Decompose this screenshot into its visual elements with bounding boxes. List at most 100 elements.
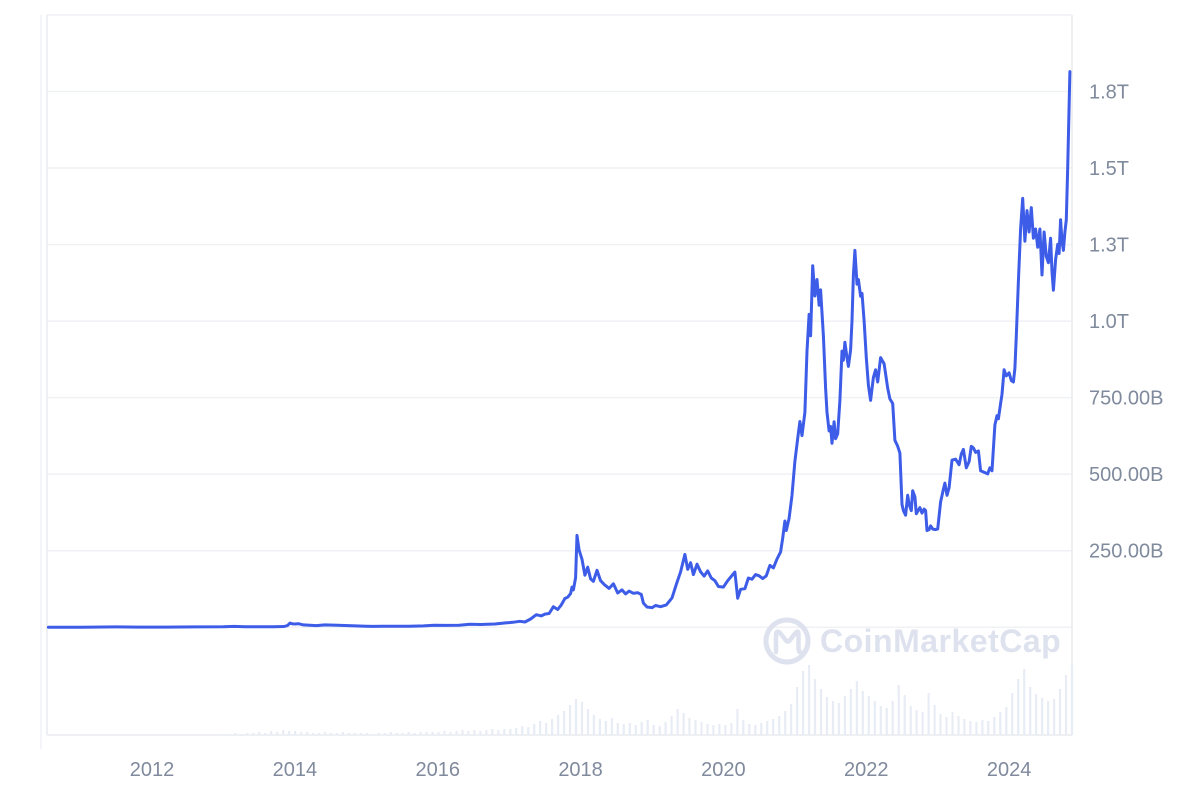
y-axis-labels: 250.00B 500.00B 750.00B 1.0T 1.3T 1.5T 1.8T: [1089, 82, 1164, 563]
volume-bar: [551, 719, 554, 735]
volume-bar: [527, 727, 530, 735]
y-tick-1.5T: 1.5T: [1089, 158, 1129, 180]
volume-bar: [873, 701, 876, 735]
volume-bar: [891, 701, 894, 735]
volume-bar: [252, 733, 255, 735]
volume-bar: [449, 732, 452, 735]
volume-bar: [646, 720, 649, 735]
volume-bar: [365, 733, 368, 735]
plot-area[interactable]: [47, 15, 1072, 735]
volume-bar: [861, 691, 864, 735]
volume-bar: [377, 733, 380, 735]
volume-bar: [819, 689, 823, 735]
volume-bar: [1023, 669, 1026, 735]
volume-bar: [790, 704, 793, 735]
volume-bar: [455, 731, 458, 735]
volume-bar: [557, 715, 560, 735]
volume-bar: [682, 713, 685, 735]
volume-bar: [533, 724, 536, 735]
volume-bar: [993, 717, 996, 735]
volume-bar: [664, 722, 667, 735]
volume-bar: [724, 725, 727, 735]
volume-bar: [1005, 707, 1008, 735]
volume-bar: [371, 734, 374, 735]
volume-bar: [897, 685, 900, 735]
volume-bar: [353, 733, 356, 735]
volume-bar: [760, 723, 763, 735]
volume-bar: [467, 731, 470, 735]
volume-bar: [939, 714, 942, 735]
volume-bar: [849, 689, 852, 735]
y-tick-250.00B: 250.00B: [1089, 541, 1164, 563]
y-tick-1.0T: 1.0T: [1089, 311, 1129, 333]
volume-bar: [461, 730, 464, 735]
volume-bar: [497, 730, 500, 735]
volume-bar: [312, 733, 315, 735]
volume-bar: [921, 712, 924, 735]
volume-bar: [879, 706, 882, 735]
volume-bar: [802, 671, 805, 735]
volume-bar: [772, 719, 775, 735]
volume-bar: [521, 726, 524, 735]
volume-bar: [945, 717, 948, 735]
volume-bar: [419, 732, 422, 735]
volume-bar: [867, 696, 870, 735]
volume-bar: [395, 733, 398, 735]
volume-bar: [515, 728, 518, 735]
volume-bar: [264, 733, 267, 735]
x-tick-2012: 2012: [130, 759, 175, 781]
volume-bar: [622, 724, 625, 735]
volume-bar: [640, 722, 643, 735]
x-tick-2022: 2022: [844, 759, 889, 781]
volume-bar: [903, 695, 906, 735]
volume-bar: [999, 712, 1002, 735]
volume-bar: [831, 701, 835, 735]
volume-bar: [539, 721, 542, 735]
volume-bar: [885, 708, 888, 735]
volume-bar: [323, 732, 327, 735]
x-axis-labels: 2012 2014 2016 2018 2020 2022 2024: [130, 759, 1032, 781]
volume-bar: [282, 730, 285, 735]
volume-bar: [306, 732, 309, 735]
volume-bar: [784, 711, 787, 735]
volume-bar: [951, 712, 954, 735]
y-tick-1.8T: 1.8T: [1089, 82, 1129, 104]
volume-bar: [825, 697, 829, 735]
market-cap-line: [46, 70, 1072, 629]
volume-bar: [294, 731, 297, 735]
volume-bar: [909, 706, 912, 735]
volume-bar: [688, 718, 691, 735]
volume-bar: [234, 733, 237, 735]
x-tick-2024: 2024: [987, 759, 1032, 781]
volume-bar: [658, 726, 661, 735]
volume-bar: [222, 734, 225, 735]
volume-bar: [389, 732, 392, 735]
volume-bar: [270, 731, 273, 735]
volume-bar: [706, 724, 709, 735]
volume-bar: [1041, 698, 1044, 735]
volume-bar: [401, 733, 404, 735]
volume-bar: [407, 732, 410, 735]
volume-bar: [754, 725, 757, 735]
volume-bar: [431, 732, 434, 735]
volume-bar: [413, 733, 416, 735]
volume-bar: [341, 732, 344, 735]
x-tick-2018: 2018: [558, 759, 603, 781]
volume-bar: [485, 730, 488, 735]
volume-bar: [473, 730, 476, 735]
volume-bar: [443, 731, 446, 735]
volume-bar: [855, 681, 858, 735]
volume-bar: [1011, 693, 1014, 735]
volume-bar: [796, 687, 799, 735]
volume-bar: [712, 725, 715, 735]
volume-bar: [347, 733, 350, 735]
y-tick-1.3T: 1.3T: [1089, 235, 1129, 257]
volume-bar: [975, 722, 978, 735]
volume-bar: [228, 734, 231, 735]
y-tick-500.00B: 500.00B: [1089, 464, 1164, 486]
x-tick-2016: 2016: [415, 759, 460, 781]
volume-bar: [437, 732, 440, 735]
volume-bar: [813, 679, 817, 735]
